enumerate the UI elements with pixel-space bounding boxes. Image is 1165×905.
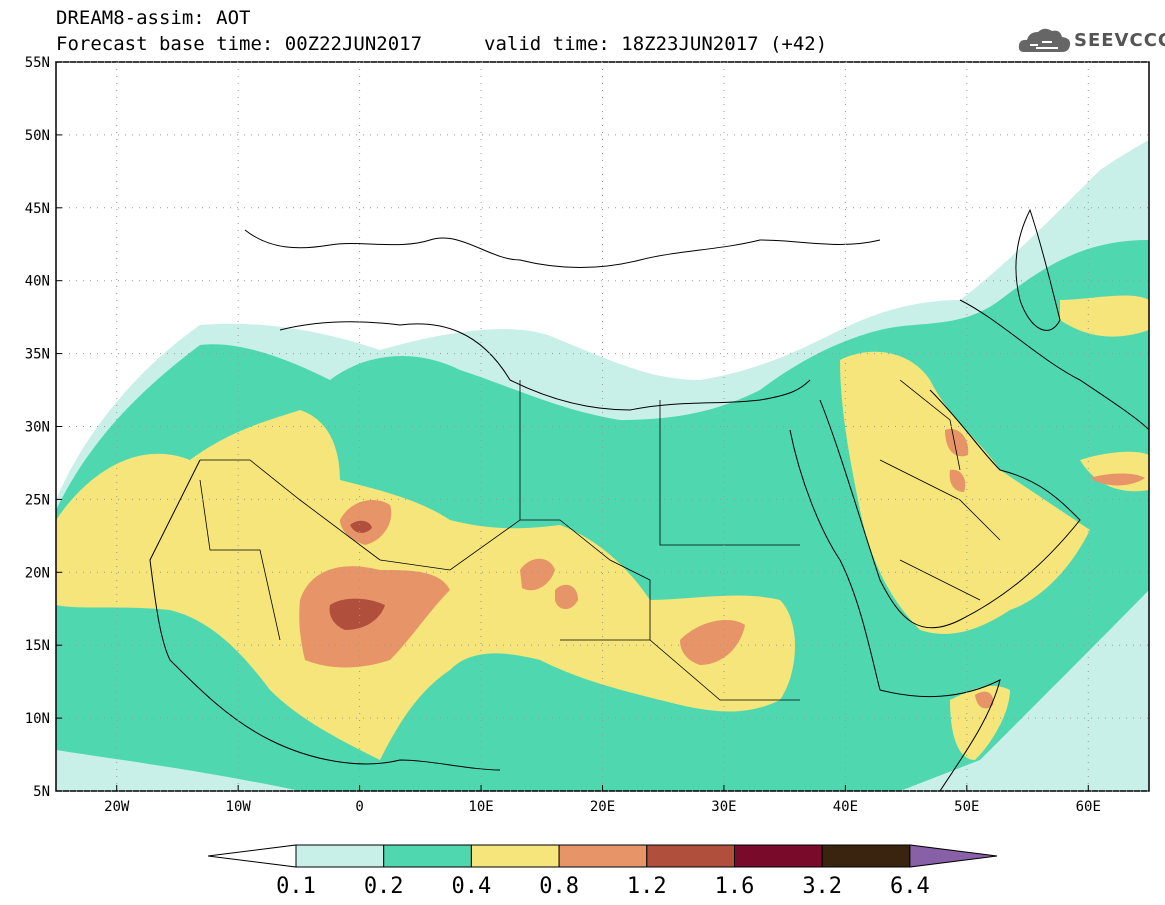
lon-tick-label: 60E [1076,799,1101,815]
cloud-icon [1018,28,1071,52]
lat-tick-label: 35N [25,347,50,363]
dust-field [56,140,1149,791]
coastline-caspian [1015,208,1061,331]
lon-tick-label: 10W [226,799,252,815]
lat-tick-label: 30N [25,420,50,436]
aot-band-1.2 [329,598,385,630]
borders [199,379,1001,701]
lon-tick-label: 0 [355,799,363,815]
colorbar: 0.1 0.2 0.4 0.8 1.2 1.6 3.2 6.4 [207,844,998,899]
lon-tick-label: 10E [468,799,493,815]
border-mali-algeria [200,459,381,561]
coastline-horn [879,679,1001,791]
colorbar-tick-label: 0.4 [452,874,492,899]
lat-tick-label: 50N [25,128,50,144]
coastline-iran [959,299,1149,431]
lon-tick-label: 20E [590,799,615,815]
lat-tick-label: 5N [33,784,50,800]
colorbar-left-arrow [207,844,297,868]
lat-tick-label: 45N [25,201,50,217]
latitude-axis: 55N 50N 45N 40N 35N 30N 25N 20N 15N 10N 5N [25,55,1149,800]
aot-band-0.8-iran [1090,473,1145,486]
coastline-europe [244,229,881,268]
seevccc-logo: SEEVCCC [1018,24,1165,58]
colorbar-segment [734,844,823,868]
coastline-west-africa [149,459,501,771]
colorbar-segment [646,844,735,868]
border-sudan [560,639,800,701]
aot-band-0.8-chad [520,558,555,591]
lon-tick-label: 50E [954,799,979,815]
valid-time: valid time: 18Z23JUN2017 (+42) [484,33,828,55]
colorbar-segment [821,844,911,868]
lon-tick-label: 30E [711,799,736,815]
colorbar-tick-label: 0.2 [364,874,404,899]
border-mauritania [199,479,281,641]
aot-band-0.8-chad2 [555,584,578,609]
aot-band-0.4-arabia [840,351,1090,634]
colorbar-tick-label: 1.2 [627,874,667,899]
coastline-arabia [819,389,1081,629]
border-niger-chad [379,519,651,640]
colorbar-tick-label: 3.2 [802,874,842,899]
chart-title: DREAM8-assim: AOT [56,7,251,29]
aot-band-0.8-sudan [680,620,745,665]
lat-tick-label: 10N [25,711,50,727]
colorbar-segment [470,844,560,868]
colorbar-segment [295,844,385,868]
coastlines [149,208,1149,791]
colorbar-right-arrow [909,844,998,868]
coastline-north-africa [279,321,811,411]
coastline-red-sea [789,429,881,691]
border-libya-egypt [519,380,800,546]
aot-band-1.2-north [350,520,372,533]
lat-tick-label: 15N [25,638,50,654]
lat-tick-label: 55N [25,55,50,71]
lat-tick-label: 25N [25,492,50,508]
lat-tick-label: 20N [25,565,50,581]
colorbar-tick-label: 0.8 [539,874,579,899]
forecast-base-time: Forecast base time: 00Z22JUN2017 [56,33,423,55]
logo-text: SEEVCCC [1074,30,1165,51]
aot-band-0.8-iraq [949,469,966,492]
colorbar-tick-label: 1.6 [715,874,755,899]
lon-tick-label: 40E [833,799,858,815]
border-arabia [879,459,1001,601]
colorbar-tick-label: 0.1 [276,874,316,899]
colorbar-tick-label: 6.4 [890,874,930,899]
colorbar-segment [558,844,648,868]
lat-tick-label: 40N [25,274,50,290]
colorbar-segment [383,844,472,868]
border-iraq-iran [899,379,961,471]
longitude-axis: 20W 10W 0 10E 20E 30E 40E 50E 60E [104,62,1101,815]
lon-tick-label: 20W [104,799,130,815]
aot-band-0.8-kuwait [945,429,969,457]
aot-band-0.4-horn [950,685,1010,760]
aot-band-0.4-caspian [1060,295,1149,337]
aot-band-0.8-somalia [975,691,994,709]
